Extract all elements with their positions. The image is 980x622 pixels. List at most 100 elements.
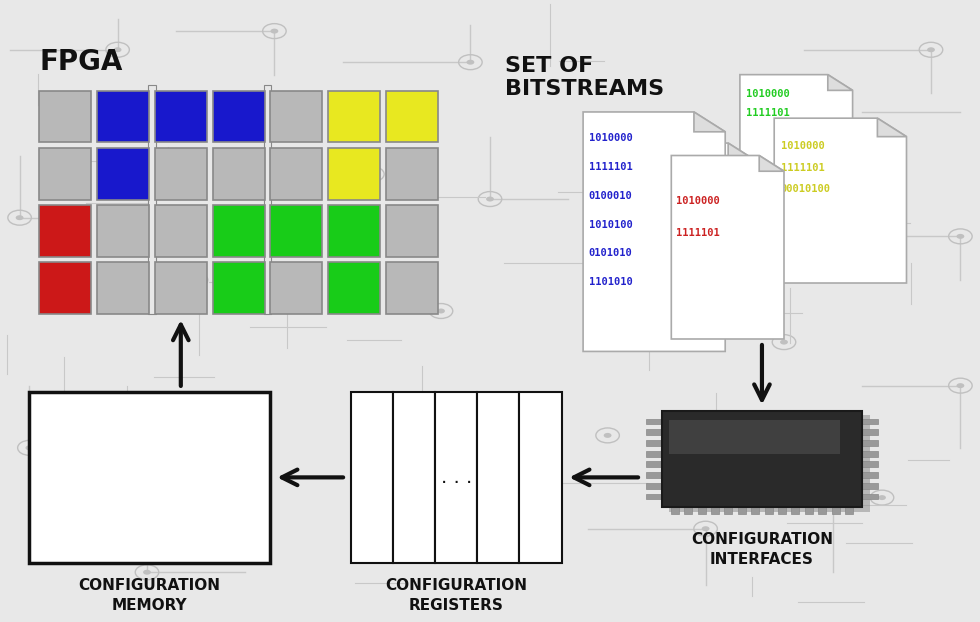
Circle shape	[368, 172, 376, 177]
Bar	[477, 392, 519, 563]
Bar	[646, 462, 662, 467]
Bar	[818, 507, 826, 514]
Circle shape	[16, 215, 24, 220]
Text: . . .: . . .	[441, 468, 471, 487]
Bar	[270, 148, 322, 200]
Bar	[39, 205, 91, 257]
Text: 1111101: 1111101	[676, 228, 719, 238]
Bar	[862, 483, 878, 489]
Bar	[351, 392, 393, 563]
Bar	[270, 91, 322, 142]
Bar	[264, 85, 271, 314]
Bar	[155, 91, 207, 142]
Bar	[671, 507, 679, 514]
Circle shape	[466, 60, 474, 65]
Text: 00: 00	[657, 186, 669, 197]
Bar	[646, 472, 662, 478]
Text: CONFIGURATION
REGISTERS: CONFIGURATION REGISTERS	[385, 578, 527, 613]
Polygon shape	[760, 156, 784, 171]
Bar	[669, 420, 840, 454]
Bar	[862, 472, 878, 478]
Polygon shape	[774, 118, 906, 283]
Text: 1010000: 1010000	[676, 197, 719, 207]
Bar	[862, 429, 878, 435]
Bar	[213, 91, 265, 142]
Text: 1010100: 1010100	[589, 220, 632, 230]
Bar	[778, 507, 786, 514]
Text: 00010100: 00010100	[781, 184, 831, 194]
Bar	[752, 507, 760, 514]
Text: 1010000: 1010000	[589, 133, 632, 143]
Bar	[39, 91, 91, 142]
Bar	[155, 148, 207, 200]
Circle shape	[270, 29, 278, 34]
Circle shape	[25, 445, 33, 450]
Circle shape	[878, 495, 886, 500]
Bar	[155, 262, 207, 314]
Bar	[862, 493, 878, 499]
Text: CONFIGURATION
INTERFACES: CONFIGURATION INTERFACES	[691, 532, 833, 567]
Text: 0100010: 0100010	[589, 191, 632, 201]
Circle shape	[486, 197, 494, 202]
Bar	[805, 507, 812, 514]
Bar	[646, 429, 662, 435]
Bar	[862, 451, 878, 457]
Bar	[386, 205, 438, 257]
Bar	[862, 419, 878, 424]
Bar	[270, 205, 322, 257]
Bar	[646, 451, 662, 457]
Circle shape	[114, 47, 122, 52]
Bar	[97, 148, 149, 200]
Bar	[39, 262, 91, 314]
Polygon shape	[583, 112, 725, 351]
Polygon shape	[694, 112, 725, 132]
Polygon shape	[652, 143, 750, 239]
Bar	[684, 507, 692, 514]
Text: CONFIGURATION
MEMORY: CONFIGURATION MEMORY	[78, 578, 221, 613]
Polygon shape	[877, 118, 906, 137]
Text: 1010000: 1010000	[781, 141, 824, 151]
Bar	[213, 148, 265, 200]
Bar	[862, 462, 878, 467]
Text: 0010: 0010	[657, 162, 682, 172]
Bar	[845, 507, 853, 514]
Bar	[698, 507, 706, 514]
Bar	[646, 419, 662, 424]
Bar	[646, 493, 662, 499]
Bar	[435, 392, 477, 563]
Bar	[646, 483, 662, 489]
Bar	[386, 148, 438, 200]
Polygon shape	[728, 143, 750, 157]
Bar	[328, 91, 380, 142]
Bar	[97, 91, 149, 142]
Bar	[328, 205, 380, 257]
Text: 1111101: 1111101	[589, 162, 632, 172]
Circle shape	[956, 383, 964, 388]
Text: 1111101: 1111101	[781, 162, 824, 173]
Text: 1111101: 1111101	[746, 108, 789, 118]
Text: 1101010: 1101010	[589, 277, 632, 287]
Text: 1010000: 1010000	[746, 89, 789, 100]
Bar	[97, 262, 149, 314]
Bar	[97, 205, 149, 257]
Circle shape	[535, 402, 543, 407]
Bar	[662, 411, 862, 507]
FancyBboxPatch shape	[669, 415, 870, 512]
Bar	[711, 507, 719, 514]
Bar	[155, 205, 207, 257]
Polygon shape	[671, 156, 784, 339]
Bar	[328, 262, 380, 314]
Text: SET OF
BITSTREAMS: SET OF BITSTREAMS	[505, 56, 663, 99]
Bar	[646, 440, 662, 446]
Bar	[386, 262, 438, 314]
Bar	[213, 205, 265, 257]
Circle shape	[437, 309, 445, 313]
Bar	[213, 262, 265, 314]
Circle shape	[192, 277, 200, 282]
Bar	[270, 262, 322, 314]
Bar	[792, 507, 800, 514]
Bar	[738, 507, 746, 514]
Bar	[39, 148, 91, 200]
Bar	[862, 440, 878, 446]
Circle shape	[143, 570, 151, 575]
